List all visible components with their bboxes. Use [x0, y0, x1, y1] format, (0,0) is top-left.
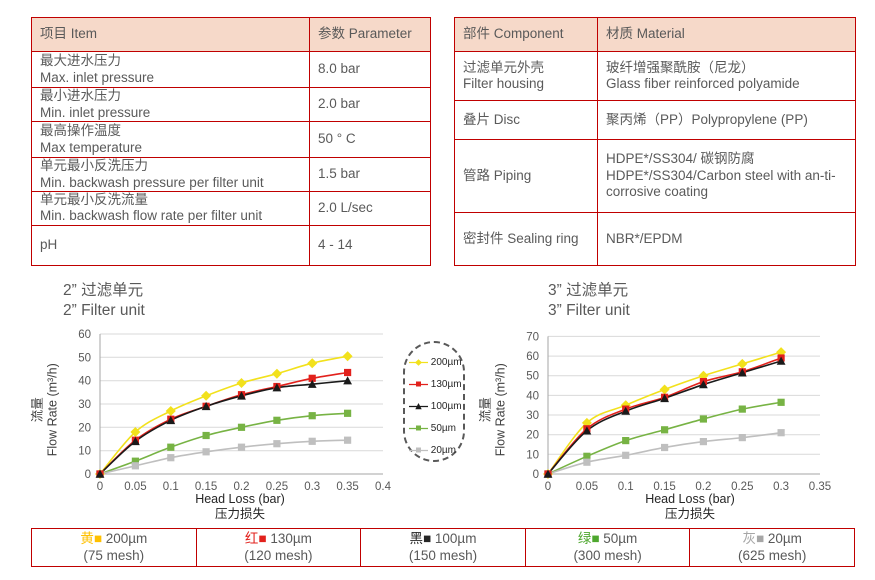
- svg-text:30: 30: [78, 399, 91, 411]
- svg-text:0: 0: [97, 481, 103, 493]
- svg-text:70: 70: [526, 331, 539, 343]
- svg-text:20: 20: [78, 422, 91, 434]
- svg-text:0: 0: [545, 481, 551, 493]
- svg-text:10: 10: [78, 446, 91, 458]
- svg-text:0.35: 0.35: [809, 481, 831, 493]
- svg-text:40: 40: [78, 376, 91, 388]
- svg-text:0: 0: [533, 469, 539, 481]
- svg-text:0: 0: [85, 469, 91, 481]
- svg-text:60: 60: [78, 329, 91, 341]
- svg-text:50: 50: [78, 352, 91, 364]
- svg-text:0.4: 0.4: [375, 481, 392, 493]
